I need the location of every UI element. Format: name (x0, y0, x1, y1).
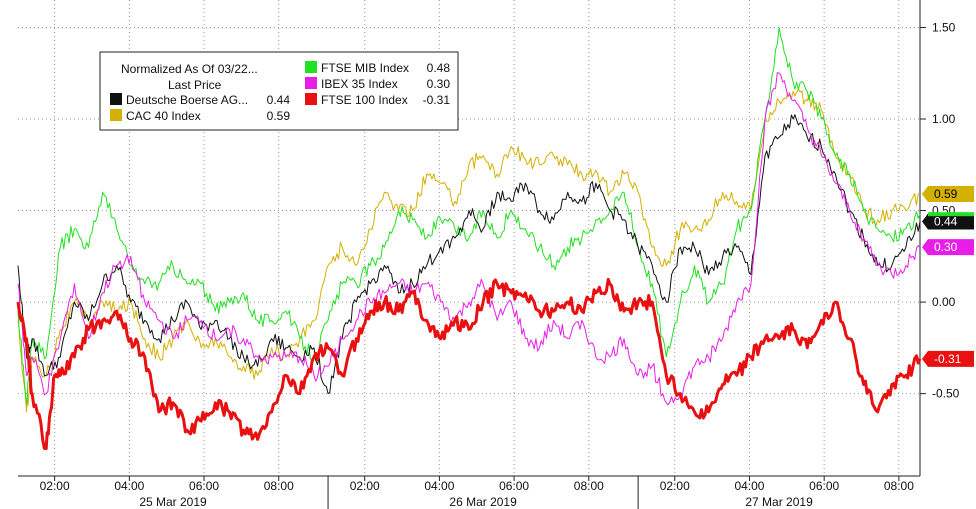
legend: Normalized As Of 03/22... Last Price Deu… (99, 51, 459, 131)
x-tick-label: 06:00 (809, 479, 839, 493)
legend-header-line2: Last Price (168, 78, 222, 92)
legend-value-deutsche-boerse: 0.44 (267, 93, 291, 107)
legend-label-ftse100: FTSE 100 Index (321, 93, 408, 107)
x-tick-label: 04:00 (114, 479, 144, 493)
legend-swatch-deutsche-boerse (110, 93, 122, 105)
x-date-label: 27 Mar 2019 (745, 495, 813, 509)
end-value-label: 0.30 (934, 240, 958, 254)
x-tick-label: 08:00 (264, 479, 294, 493)
legend-swatch-ftse100 (305, 93, 317, 105)
y-tick-label: 1.00 (932, 112, 956, 126)
end-value-tag (922, 213, 974, 230)
y-tick-label: 0.00 (932, 295, 956, 309)
legend-label-deutsche-boerse: Deutsche Boerse AG... (126, 93, 248, 107)
end-value-tag (922, 239, 974, 256)
end-value-tag-ftse-mib (928, 212, 974, 217)
x-tick-label: 06:00 (499, 479, 529, 493)
x-date-label: 25 Mar 2019 (139, 495, 207, 509)
x-tick-label: 08:00 (574, 479, 604, 493)
legend-header-line1: Normalized As Of 03/22... (121, 62, 258, 76)
x-date-label: 26 Mar 2019 (449, 495, 517, 509)
x-tick-label: 02:00 (660, 479, 690, 493)
legend-label-ibex35: IBEX 35 Index (321, 77, 398, 91)
x-tick-label: 08:00 (884, 479, 914, 493)
legend-box (99, 51, 459, 131)
series-lines (16, 27, 922, 450)
series-line-ftse100 (16, 277, 922, 450)
end-value-tag (922, 186, 974, 203)
x-tick-label: 04:00 (424, 479, 454, 493)
legend-value-ftse-mib: 0.48 (427, 61, 451, 75)
legend-swatch-ibex35 (305, 77, 317, 89)
legend-label-ftse-mib: FTSE MIB Index (321, 61, 409, 75)
x-tick-label: 02:00 (350, 479, 380, 493)
legend-label-cac40: CAC 40 Index (126, 109, 201, 123)
x-tick-label: 04:00 (734, 479, 764, 493)
x-tick-label: 02:00 (40, 479, 70, 493)
series-line-cac40 (17, 88, 920, 413)
x-tick-label: 06:00 (189, 479, 219, 493)
series-line-ibex35 (17, 72, 921, 406)
end-value-tag (922, 350, 974, 367)
legend-swatch-cac40 (110, 109, 122, 121)
legend-value-ftse100: -0.31 (423, 93, 451, 107)
end-value-labels: 0.59 0.44 0.30 -0.31 (922, 186, 974, 367)
end-value-label: 0.59 (934, 187, 958, 201)
series-line-deutsche-boerse (17, 114, 921, 395)
end-value-label: -0.31 (934, 352, 962, 366)
end-value-label: 0.44 (934, 215, 958, 229)
y-tick-label: -0.50 (932, 387, 960, 401)
legend-swatch-ftse-mib (305, 61, 317, 73)
legend-value-ibex35: 0.30 (427, 77, 451, 91)
legend-value-cac40: 0.59 (267, 109, 291, 123)
y-tick-label: 1.50 (932, 20, 956, 34)
